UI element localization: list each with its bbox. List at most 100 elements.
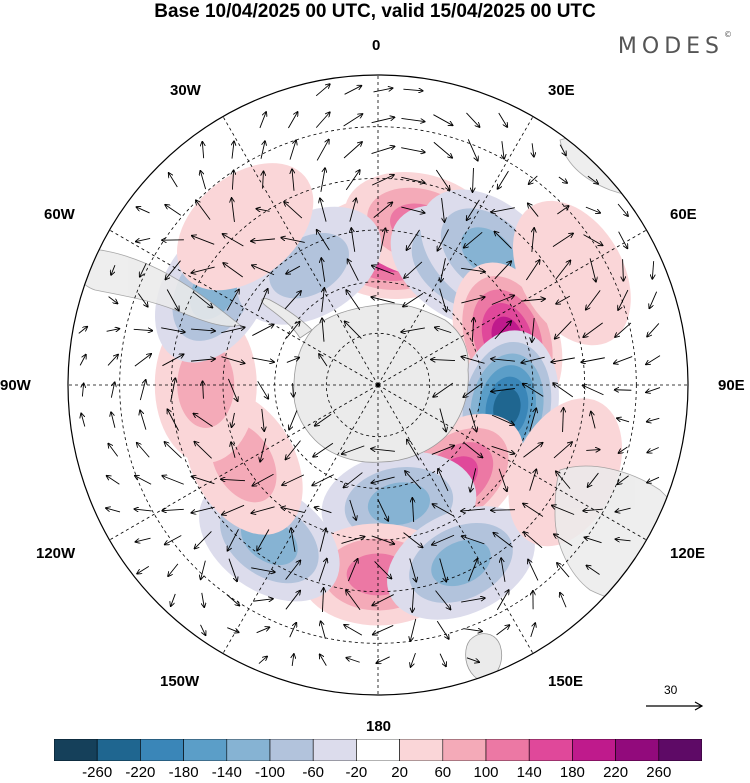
wind-vector (560, 593, 567, 608)
wind-vector (491, 445, 515, 453)
wind-vector (468, 408, 476, 432)
wind-vector (196, 200, 211, 220)
wind-vector (292, 169, 294, 191)
lon-label-0: 0 (372, 37, 381, 54)
wind-vector (293, 383, 294, 397)
wind-vector (586, 290, 601, 309)
colorbar-swatch-10 (485, 739, 530, 761)
wind-vector (202, 142, 203, 159)
wind-vector (315, 507, 332, 514)
antarctica-landmass (293, 303, 469, 463)
wind-vector (348, 259, 359, 281)
colorbar-labels: -260 -220 -180 -140 -100 -60 -20 20 60 100 140 180 2… (0, 764, 750, 783)
wind-vector (563, 408, 564, 433)
wind-vector (468, 559, 478, 582)
vector-scale-arrow (646, 701, 704, 711)
wind-vector (411, 652, 416, 667)
colorbar-swatch-11 (528, 739, 573, 761)
wind-vector (441, 198, 445, 222)
wind-vector (461, 357, 485, 364)
wind-vector (409, 558, 417, 581)
wind-vector (501, 558, 506, 582)
wind-vector (140, 410, 147, 430)
wind-vector (319, 528, 326, 552)
modes-logo: MODES© (618, 30, 732, 59)
wind-vector (315, 413, 332, 426)
wind-vector (439, 288, 447, 311)
colorbar (54, 739, 702, 761)
wind-vector (524, 532, 543, 549)
lon-label-30e: 30E (548, 82, 575, 99)
colorbar-swatch-9 (442, 739, 487, 761)
wind-vector (232, 198, 235, 222)
wind-vector (289, 140, 296, 160)
wind-vector (134, 354, 151, 367)
wind-vector (257, 381, 269, 398)
wind-vector (532, 318, 534, 342)
wind-vector (373, 88, 393, 93)
africa-landmass (559, 135, 688, 203)
wind-vector (581, 357, 605, 363)
wind-vector (371, 175, 394, 186)
colorbar-swatch-13 (615, 739, 660, 761)
meridian-line (377, 384, 647, 541)
wind-vector (292, 654, 294, 666)
meridian-line (222, 384, 379, 654)
wind-vector (432, 534, 455, 544)
wind-vector (256, 209, 270, 212)
colorbar-tick-label: 20 (391, 764, 408, 781)
wind-vector (403, 532, 423, 548)
wind-vector (553, 442, 572, 459)
wind-vector (139, 380, 145, 401)
wind-vector (403, 89, 422, 91)
wind-vector (166, 289, 179, 311)
wind-vector (222, 504, 245, 514)
wind-vector (194, 442, 212, 459)
wind-vector (82, 383, 83, 397)
wind-vector (437, 229, 449, 250)
wind-vector (617, 475, 629, 484)
lon-label-150w: 150W (160, 673, 200, 690)
latitude-circle (222, 229, 534, 541)
new-zealand-landmass (465, 633, 503, 682)
wind-vector (201, 560, 206, 580)
colorbar-swatch-0 (54, 739, 98, 761)
wind-vector (221, 356, 244, 364)
wind-vector (614, 356, 633, 364)
wind-vector (401, 327, 425, 332)
wind-vector (436, 620, 449, 639)
colorbar-tick-label: 180 (559, 764, 585, 781)
wind-vector (137, 566, 150, 573)
wind-vector (228, 558, 237, 582)
wind-vector (165, 205, 182, 216)
wind-vector (315, 84, 330, 97)
wind-vector (498, 468, 507, 491)
wind-vector (435, 590, 451, 610)
wind-vector (256, 627, 270, 634)
wind-vector (252, 265, 275, 276)
wind-vector (251, 567, 275, 572)
wind-vector (521, 356, 545, 363)
wind-vector (439, 558, 447, 581)
wind-vector (615, 390, 632, 391)
wind-vector (491, 510, 516, 511)
wind-vector (344, 472, 363, 488)
wind-vector (494, 261, 511, 280)
wind-vector (461, 598, 485, 603)
wind-vector (373, 624, 394, 634)
wind-vector (257, 529, 270, 551)
wind-vector (232, 141, 234, 159)
wind-vector (251, 357, 274, 362)
anomaly-contour-12-1 (177, 342, 235, 428)
wind-vector (320, 654, 327, 666)
wind-vector (617, 418, 630, 423)
wind-vector (491, 207, 515, 213)
wind-vector (467, 139, 478, 160)
wind-vector (373, 202, 393, 218)
wind-vector (221, 479, 246, 480)
wind-vector (646, 387, 661, 393)
wind-vector (106, 508, 121, 513)
wind-vector (232, 170, 233, 190)
wind-vector (532, 143, 534, 156)
wind-vector (435, 169, 449, 190)
